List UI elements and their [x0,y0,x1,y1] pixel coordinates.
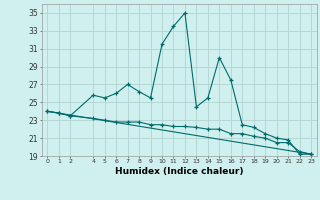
X-axis label: Humidex (Indice chaleur): Humidex (Indice chaleur) [115,167,244,176]
